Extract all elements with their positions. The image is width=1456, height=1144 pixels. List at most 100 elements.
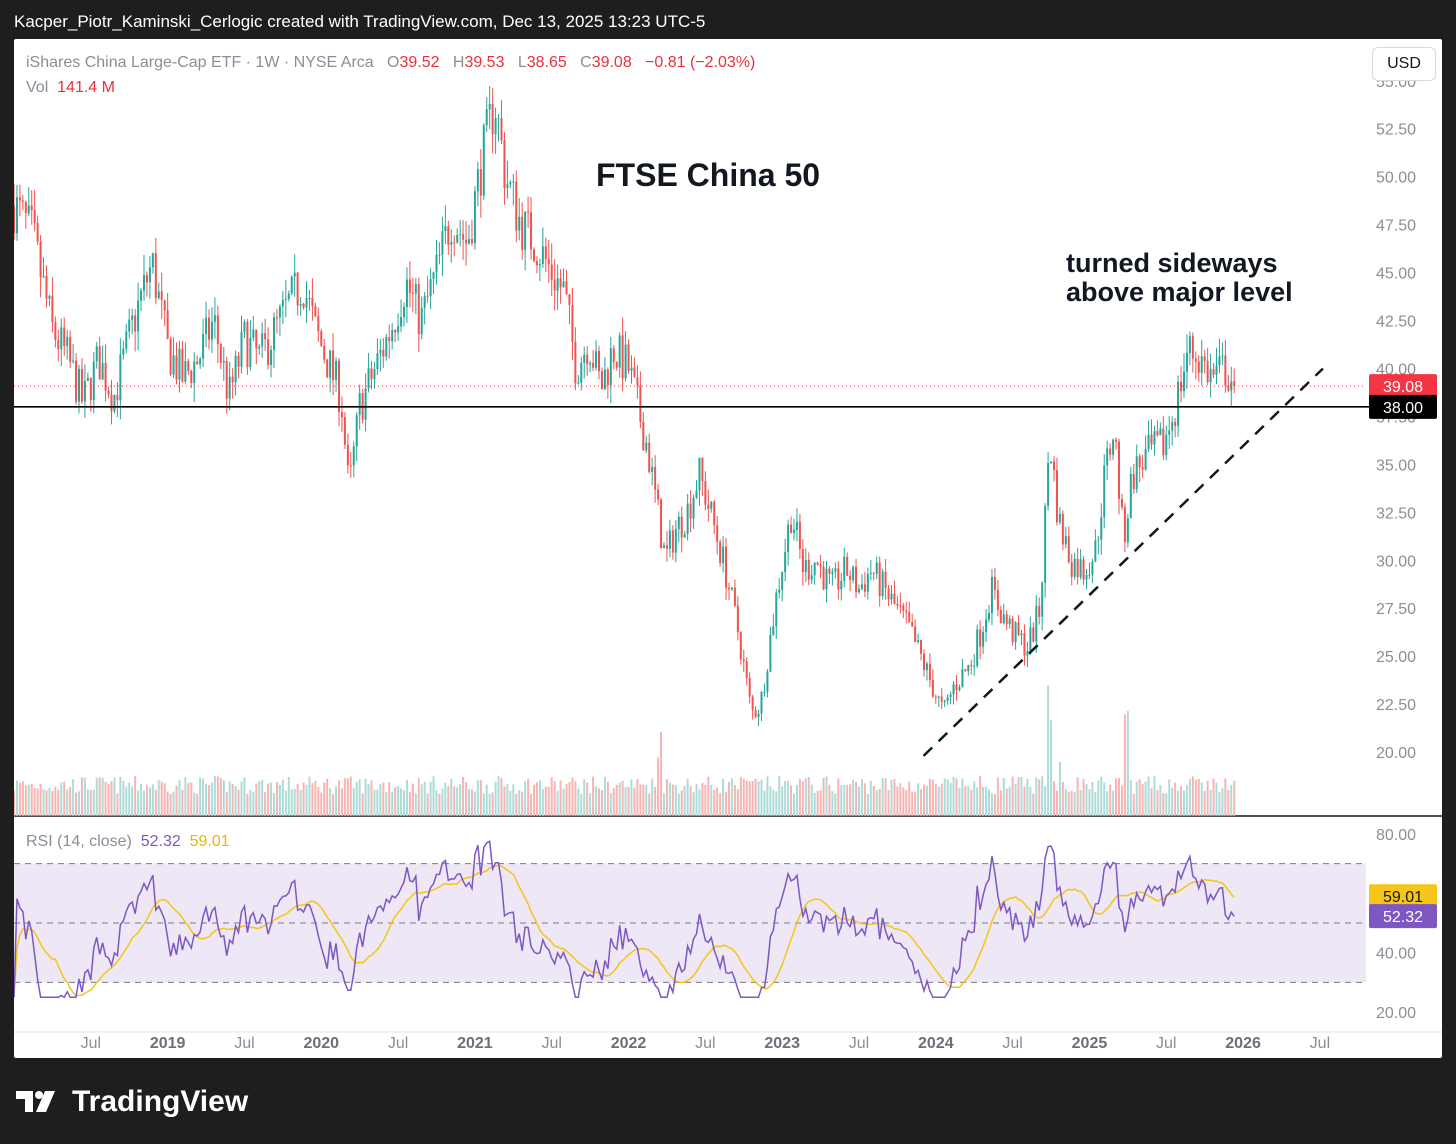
price-axis-tick: 50.00	[1376, 170, 1416, 187]
candle-body	[237, 355, 240, 367]
candle-body	[320, 331, 323, 346]
volume-bar	[1194, 779, 1197, 816]
candle-body	[116, 395, 119, 401]
volume-bar	[417, 777, 420, 816]
volume-bar	[778, 776, 781, 816]
volume-bar	[376, 789, 379, 816]
candle-body	[521, 216, 524, 250]
candle-body	[946, 697, 949, 701]
volume-bar	[1112, 790, 1115, 816]
candle-body	[391, 329, 394, 342]
candle-body	[172, 355, 175, 375]
volume-bar	[1091, 782, 1094, 816]
volume-bar	[710, 784, 713, 816]
candle-body	[438, 254, 441, 256]
volume-bar	[317, 787, 320, 816]
volume-bar	[905, 789, 908, 816]
volume-bar	[636, 779, 639, 816]
time-axis-tick: Jul	[1156, 1035, 1176, 1052]
candle-body	[872, 572, 875, 574]
candle-body	[580, 362, 583, 383]
volume-bar	[83, 777, 86, 816]
volume-bar	[450, 778, 453, 816]
volume-bar	[1005, 788, 1008, 816]
chart-frame[interactable]: 55.0052.5050.0047.5045.0042.5040.0037.50…	[14, 39, 1442, 1058]
volume-bar	[668, 782, 671, 816]
candle-body	[453, 242, 456, 244]
volume-bar	[1177, 790, 1180, 816]
tradingview-logo-text: TradingView	[72, 1085, 249, 1118]
candle-body	[24, 201, 27, 214]
volume-bar	[1038, 779, 1041, 816]
rsi-legend: RSI (14, close) 52.32 59.01	[26, 833, 230, 851]
volume-bar	[692, 792, 695, 816]
volume-bar	[343, 778, 346, 816]
candle-body	[302, 303, 305, 308]
candle-body	[163, 300, 166, 311]
volume-bar	[420, 784, 423, 816]
chart-svg[interactable]: 55.0052.5050.0047.5045.0042.5040.0037.50…	[14, 39, 1442, 1058]
volume-bar	[473, 791, 476, 816]
candle-body	[1230, 381, 1233, 391]
volume-bar	[358, 779, 361, 816]
candle-body	[1138, 456, 1141, 468]
candle-body	[1035, 605, 1038, 642]
candle-body	[586, 354, 589, 365]
volume-bar	[175, 785, 178, 816]
volume-bar	[352, 788, 355, 816]
candle-body	[952, 684, 955, 695]
candle-body	[1185, 353, 1188, 372]
volume-bar	[145, 784, 148, 816]
candle-body	[760, 692, 763, 714]
candle-body	[943, 700, 946, 702]
candle-body	[479, 169, 482, 196]
volume-bar	[1079, 790, 1082, 816]
volume-bar	[878, 788, 881, 816]
volume-bar	[408, 791, 411, 816]
volume-bar	[1103, 782, 1106, 816]
candle-body	[417, 284, 420, 335]
volume-bar	[544, 786, 547, 816]
candle-body	[1079, 559, 1082, 578]
volume-bar	[674, 784, 677, 816]
candle-body	[795, 521, 798, 530]
volume-bar	[1212, 778, 1215, 816]
candle-body	[234, 355, 237, 383]
candle-body	[255, 329, 258, 349]
volume-bar	[1100, 776, 1103, 816]
candle-body	[1150, 434, 1153, 445]
candle-body	[707, 504, 710, 509]
volume-bar	[970, 789, 973, 816]
candle-body	[524, 211, 527, 250]
volume-bar	[914, 791, 917, 816]
volume-bar	[654, 787, 657, 816]
candle-body	[878, 562, 881, 597]
volume-bar	[509, 790, 512, 816]
candle-body	[225, 361, 228, 399]
candle-body	[423, 295, 426, 308]
currency-button[interactable]: USD	[1372, 47, 1436, 81]
volume-bar	[801, 781, 804, 816]
candle-body	[1141, 467, 1144, 470]
candle-body	[397, 326, 400, 333]
candle-body	[911, 622, 914, 627]
candle-body	[15, 197, 18, 234]
candle-body	[917, 639, 920, 643]
tradingview-logo[interactable]: TradingView	[16, 1085, 248, 1119]
candle-body	[1147, 434, 1150, 450]
candle-body	[400, 317, 403, 327]
candle-body	[728, 587, 730, 590]
candle-body	[1011, 618, 1014, 643]
candle-body	[240, 331, 243, 367]
candle-body	[403, 306, 405, 318]
candle-body	[686, 503, 689, 535]
volume-bar	[329, 788, 332, 816]
volume-bar	[1058, 762, 1061, 816]
volume-bar	[178, 780, 181, 816]
volume-bar	[240, 781, 243, 816]
volume-bar	[305, 784, 308, 816]
candle-body	[308, 298, 311, 300]
volume-bar	[834, 793, 837, 816]
volume-bar	[748, 781, 751, 816]
volume-bar	[772, 789, 775, 816]
